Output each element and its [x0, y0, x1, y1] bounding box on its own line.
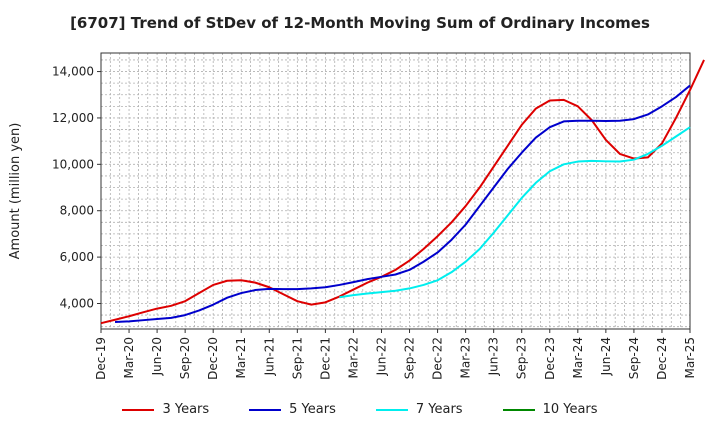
x-tick-label: Jun-24 [599, 337, 613, 376]
legend-item: 10 Years [502, 402, 598, 417]
x-tick-label: Sep-23 [515, 337, 529, 379]
plot-frame [100, 52, 691, 330]
x-tick-label: Sep-20 [178, 337, 192, 379]
x-tick-label: Mar-23 [459, 337, 473, 378]
x-tick-label: Dec-19 [94, 337, 108, 380]
y-tick-label: 14,000 [52, 65, 94, 79]
x-tick-label: Mar-25 [683, 337, 697, 378]
x-tick-label: Mar-22 [346, 337, 360, 378]
series-line-7-years [339, 126, 691, 299]
legend-label: 5 Years [289, 402, 336, 417]
x-tick-label: Dec-21 [318, 337, 332, 380]
x-tick-label: Sep-21 [290, 337, 304, 379]
y-tick-label: 6,000 [60, 250, 94, 264]
x-tick-label: Sep-24 [627, 337, 641, 379]
legend-label: 7 Years [415, 402, 463, 417]
x-tick-label: Dec-22 [431, 337, 445, 380]
y-tick-label: 8,000 [60, 204, 94, 218]
x-tick-label: Mar-21 [234, 337, 248, 378]
y-axis-ticks: 4,000 6,000 8,000 10,000 12,000 14,000 [52, 65, 101, 310]
legend-item: 5 Years [249, 402, 336, 417]
x-tick-label: Dec-24 [655, 337, 669, 380]
x-tick-label: Jun-21 [262, 337, 276, 376]
x-tick-label: Mar-20 [122, 337, 136, 378]
y-axis-label: Amount (million yen) [8, 123, 23, 260]
legend-swatch [249, 408, 282, 411]
legend-label: 10 Years [542, 402, 598, 417]
x-tick-label: Dec-23 [543, 337, 557, 380]
legend-item: 7 Years [375, 402, 463, 417]
x-tick-label: Jun-23 [487, 337, 501, 376]
x-axis-ticks: Dec-19 Mar-20 Jun-20 Sep-20 Dec-20 Mar-21 Jun-… [94, 329, 697, 380]
y-tick-label: 12,000 [52, 111, 94, 125]
y-tick-label: 10,000 [52, 157, 94, 171]
legend-swatch [375, 408, 408, 411]
legend-item: 3 Years [122, 402, 209, 417]
legend-label: 3 Years [162, 402, 210, 417]
x-tick-label: Jun-22 [374, 337, 388, 376]
legend-swatch [502, 408, 535, 411]
y-tick-label: 4,000 [60, 296, 94, 310]
series-layer [100, 59, 705, 325]
x-tick-label: Jun-20 [150, 337, 164, 376]
chart-title: [6707] Trend of StDev of 12-Month Moving… [70, 14, 650, 32]
legend-swatch [122, 408, 155, 411]
grid-lines [100, 53, 691, 329]
x-tick-label: Mar-24 [571, 337, 585, 378]
series-line-3-years [100, 59, 705, 325]
series-line-5-years [114, 84, 691, 324]
legend: 3 Years 5 Years 7 Years 10 Years [0, 402, 720, 417]
x-tick-label: Dec-20 [206, 337, 220, 380]
x-tick-label: Sep-22 [403, 337, 417, 379]
